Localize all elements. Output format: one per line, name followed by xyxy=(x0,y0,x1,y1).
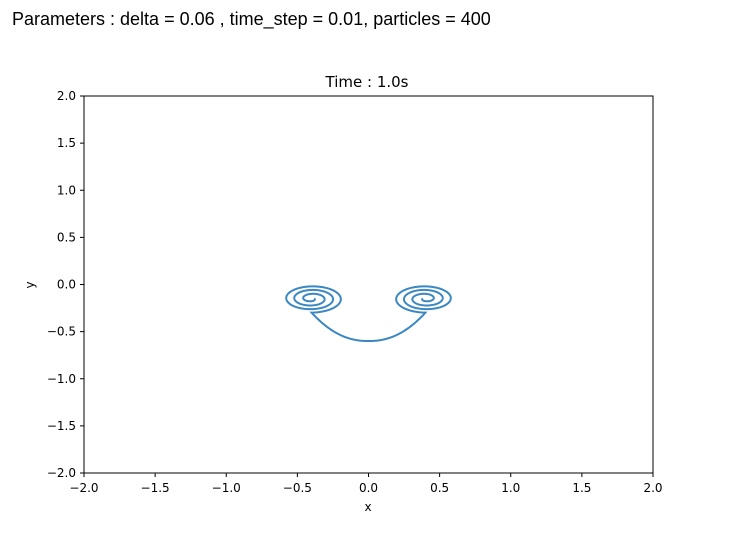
x-axis: −2.0 −1.5 −1.0 −0.5 0.0 0.5 1.0 1.5 2.0 xyxy=(69,473,663,495)
vortex-curve xyxy=(285,285,452,343)
x-axis-label: x xyxy=(364,500,371,514)
parameters-text: Parameters : delta = 0.06 , time_step = … xyxy=(12,9,491,29)
y-tick-label: 0.0 xyxy=(57,278,76,292)
y-tick-label: −0.5 xyxy=(47,325,76,339)
plot-frame xyxy=(83,95,654,474)
y-tick-label: 0.5 xyxy=(57,230,76,244)
x-tick-label: −1.5 xyxy=(141,481,170,495)
y-tick-label: 1.0 xyxy=(57,183,76,197)
x-tick-label: 0.0 xyxy=(359,481,378,495)
y-tick-label: 2.0 xyxy=(57,89,76,103)
y-tick-label: −2.0 xyxy=(47,466,76,480)
x-tick-label: −2.0 xyxy=(69,481,98,495)
x-tick-label: 1.0 xyxy=(501,481,520,495)
y-axis: 2.0 1.5 1.0 0.5 0.0 −0.5 −1.0 −1.5 −2.0 xyxy=(47,89,84,480)
y-tick-label: 1.5 xyxy=(57,136,76,150)
y-axis-label: y xyxy=(23,281,37,288)
y-tick-label: −1.5 xyxy=(47,419,76,433)
x-tick-label: −1.0 xyxy=(212,481,241,495)
x-tick-label: 1.5 xyxy=(572,481,591,495)
x-tick-label: 0.5 xyxy=(430,481,449,495)
x-tick-label: 2.0 xyxy=(643,481,662,495)
x-tick-label: −0.5 xyxy=(283,481,312,495)
y-tick-label: −1.0 xyxy=(47,372,76,386)
chart-title: Time : 1.0s xyxy=(325,73,409,91)
